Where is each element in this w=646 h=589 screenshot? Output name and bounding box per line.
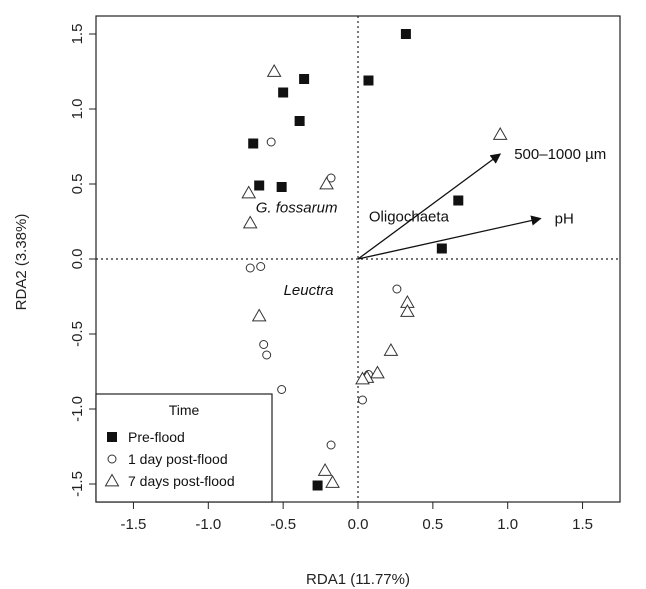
y-axis-title: RDA2 (3.38%) <box>13 214 30 311</box>
point-square <box>276 182 287 192</box>
x-tick-label: 0.0 <box>348 516 369 533</box>
axes: -1.5 -1.0 -0.5 0.0 0.5 1.0 1.5 -1.5 -1.0 -0.5 0.0 0… <box>69 15 621 533</box>
point-square <box>453 195 464 206</box>
point-circle <box>256 262 266 271</box>
legend: Time Pre-flood 1 day post-flood 7 days post… <box>95 393 273 503</box>
environmental-vectors: 500–1000 µm pH <box>357 146 606 260</box>
point-square <box>299 74 310 84</box>
vector-arrow <box>357 153 502 260</box>
legend-box <box>95 393 273 503</box>
point-circle <box>326 440 336 450</box>
species-label: Leuctra <box>284 282 334 299</box>
point-triangle <box>400 303 415 317</box>
point-square <box>107 432 117 442</box>
point-triangle <box>370 365 385 379</box>
point-circle <box>262 350 272 360</box>
legend-entry: 7 days post-flood <box>104 473 235 489</box>
point-square <box>400 29 411 39</box>
species-label: G. fossarum <box>256 200 338 217</box>
point-circle <box>266 137 276 147</box>
vector-label: pH <box>555 211 574 228</box>
sample-points <box>241 29 508 491</box>
y-tick-label: -1.0 <box>69 396 86 422</box>
legend-entry-label: 1 day post-flood <box>128 451 228 467</box>
point-triangle <box>383 342 399 356</box>
point-circle <box>392 284 402 294</box>
x-tick-label: -1.5 <box>121 516 147 533</box>
legend-entry: Pre-flood <box>107 429 185 445</box>
point-square <box>278 87 289 98</box>
point-square <box>294 116 305 126</box>
x-tick-label: 1.0 <box>497 516 518 533</box>
point-triangle <box>251 308 267 322</box>
point-triangle <box>104 473 120 487</box>
legend-entry-label: 7 days post-flood <box>128 473 235 489</box>
y-tick-label: 0.0 <box>69 249 86 270</box>
point-circle <box>357 395 367 405</box>
x-tick-label: 0.5 <box>422 516 443 533</box>
point-triangle <box>242 215 258 229</box>
legend-title: Time <box>169 402 200 418</box>
species-label: Oligochaeta <box>369 209 450 226</box>
point-triangle <box>355 371 370 385</box>
vector-label: 500–1000 µm <box>514 146 606 163</box>
point-square <box>312 480 323 491</box>
legend-entry-label: Pre-flood <box>128 429 185 445</box>
y-tick-label: -1.5 <box>69 471 86 497</box>
point-square <box>254 180 265 191</box>
y-tick-label: 1.5 <box>69 24 86 45</box>
point-triangle <box>266 63 282 77</box>
species-annotations: G. fossarum Oligochaeta Leuctra <box>256 200 450 300</box>
point-square <box>248 138 259 149</box>
point-triangle <box>319 176 334 190</box>
point-triangle <box>325 474 340 488</box>
x-axis-title: RDA1 (11.77%) <box>306 571 410 588</box>
y-tick-label: -0.5 <box>69 321 86 347</box>
point-circle <box>277 385 287 394</box>
point-square <box>436 243 447 254</box>
x-tick-label: 1.5 <box>572 516 593 533</box>
x-tick-label: -0.5 <box>270 516 296 533</box>
point-circle <box>107 454 117 464</box>
y-tick-label: 0.5 <box>69 174 86 195</box>
point-circle <box>245 263 255 273</box>
x-tick-label: -1.0 <box>195 516 221 533</box>
point-square <box>363 75 374 86</box>
point-triangle <box>492 126 508 140</box>
y-tick-label: 1.0 <box>69 99 86 120</box>
point-triangle <box>317 462 333 476</box>
point-circle <box>259 340 269 349</box>
point-triangle <box>241 185 257 199</box>
vector-arrow <box>357 215 542 260</box>
legend-entry: 1 day post-flood <box>107 451 228 467</box>
series-open-triangle <box>241 63 508 488</box>
series-filled-square <box>248 29 464 491</box>
